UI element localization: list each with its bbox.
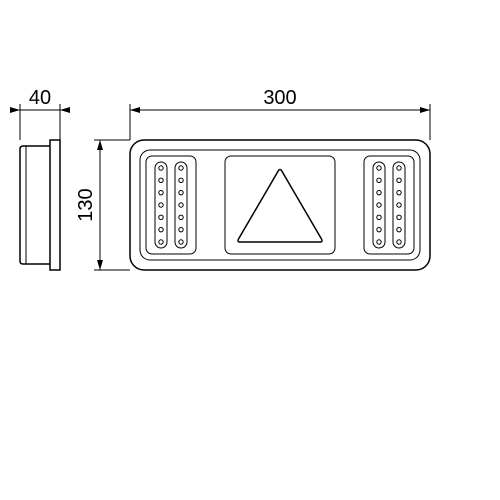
triangle-reflector bbox=[238, 170, 322, 243]
dim-height: 130 bbox=[75, 188, 97, 221]
center-panel bbox=[225, 156, 335, 254]
dim-width: 300 bbox=[263, 87, 296, 109]
front-view bbox=[130, 140, 430, 270]
technical-drawing: 40 300 130 bbox=[0, 0, 500, 500]
led-panel bbox=[146, 156, 196, 254]
led-panel bbox=[364, 156, 414, 254]
side-view bbox=[20, 140, 60, 270]
dim-depth: 40 bbox=[29, 87, 51, 109]
